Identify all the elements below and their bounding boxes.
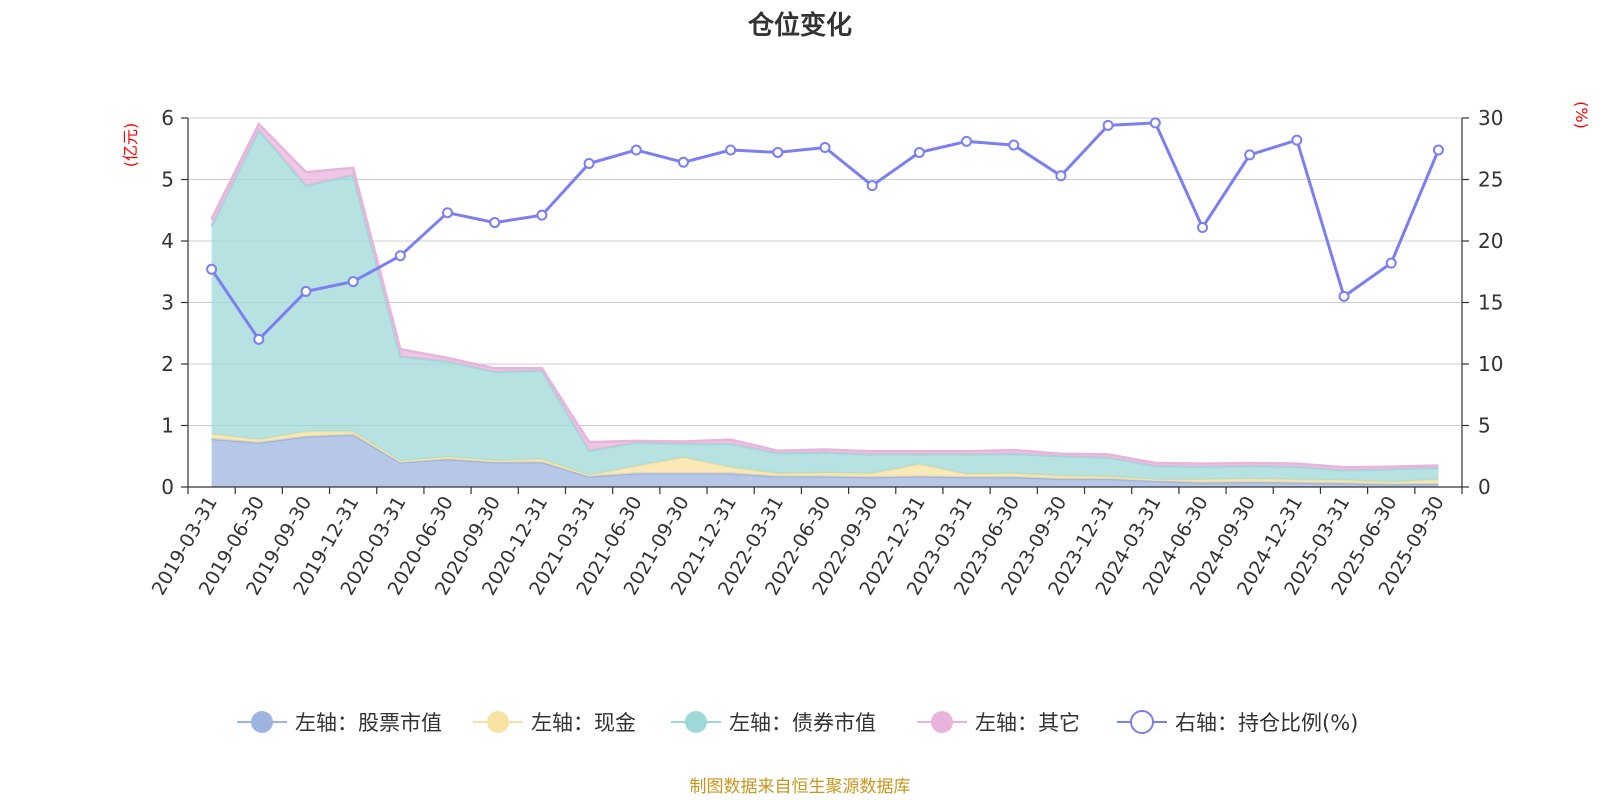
legend-item-0: 左轴：股票市值: [237, 711, 442, 735]
legend-item-4: 右轴：持仓比例(%): [1117, 710, 1358, 735]
holding-ratio-point: [394, 250, 406, 262]
holding-ratio-point: [866, 180, 878, 192]
holding-ratio-point: [1008, 139, 1020, 151]
legend-marker: [251, 711, 273, 733]
legend-marker: [685, 711, 707, 733]
right-axis-tick-label: 0: [1478, 475, 1491, 499]
holding-ratio-point: [772, 146, 784, 158]
legend-item-3: 左轴：其它: [917, 711, 1080, 735]
legend-item-2: 左轴：债券市值: [671, 711, 876, 735]
legend-marker: [487, 711, 509, 733]
right-axis-tick-label: 10: [1478, 352, 1503, 376]
left-axis-tick-label: 4: [161, 229, 174, 253]
left-axis-tick-label: 5: [161, 168, 174, 192]
line-layer: [206, 117, 1444, 345]
area-series-2: [211, 130, 1439, 483]
legend-marker: [931, 711, 953, 733]
holding-ratio-point: [913, 146, 925, 158]
holding-ratio-point: [253, 333, 265, 345]
left-axis-tick-label: 2: [161, 352, 174, 376]
right-axis-tick-label: 20: [1478, 229, 1503, 253]
holding-ratio-point: [206, 263, 218, 275]
holding-ratio-point: [1149, 117, 1161, 129]
holding-ratio-point: [442, 207, 454, 219]
left-axis-tick-label: 0: [161, 475, 174, 499]
legend-label: 左轴：其它: [975, 711, 1080, 735]
holding-ratio-point: [300, 285, 312, 297]
holding-ratio-point: [1196, 221, 1208, 233]
holding-ratio-point: [1338, 290, 1350, 302]
right-axis-tick-label: 5: [1478, 414, 1491, 438]
legend-label: 右轴：持仓比例(%): [1175, 711, 1358, 735]
left-axis-tick-label: 3: [161, 291, 174, 315]
left-axis-tick-label: 6: [161, 106, 174, 130]
holding-ratio-point: [347, 276, 359, 288]
holding-ratio-point: [1244, 149, 1256, 161]
area-layer: [210, 121, 1439, 487]
legend: 左轴：股票市值 左轴：现金 左轴：债券市值 左轴：其它 右轴：持仓比例(%): [237, 710, 1358, 735]
area-edge-series-3: [210, 121, 1439, 469]
holding-ratio-point: [725, 144, 737, 156]
holding-ratio-point: [489, 217, 501, 229]
holding-ratio-point: [677, 156, 689, 168]
holding-ratio-point: [961, 135, 973, 147]
holding-ratio-point: [536, 209, 548, 221]
legend-marker: [1130, 710, 1154, 734]
holding-ratio-point: [1055, 170, 1067, 182]
legend-item-1: 左轴：现金: [473, 711, 636, 735]
holding-ratio-point: [1432, 144, 1444, 156]
holding-ratio-point: [1102, 119, 1114, 131]
holding-ratio-point: [1385, 257, 1397, 269]
legend-label: 左轴：债券市值: [729, 711, 876, 735]
holding-ratio-point: [583, 158, 595, 170]
area-series-0: [211, 434, 1439, 487]
holding-ratio-point: [819, 142, 831, 154]
right-axis-tick-label: 30: [1478, 106, 1503, 130]
left-axis-tick-label: 1: [161, 414, 174, 438]
right-axis-tick-label: 25: [1478, 168, 1503, 192]
legend-label: 左轴：现金: [531, 711, 636, 735]
data-source-note: 制图数据来自恒生聚源数据库: [690, 777, 911, 797]
left-axis-unit: (亿元): [121, 123, 140, 168]
legend-label: 左轴：股票市值: [295, 711, 442, 735]
right-axis-tick-label: 15: [1478, 291, 1503, 315]
chart-title: 仓位变化: [747, 10, 852, 41]
right-axis-unit: (%): [1572, 101, 1591, 129]
holding-ratio-point: [630, 144, 642, 156]
holding-ratio-point: [1291, 134, 1303, 146]
